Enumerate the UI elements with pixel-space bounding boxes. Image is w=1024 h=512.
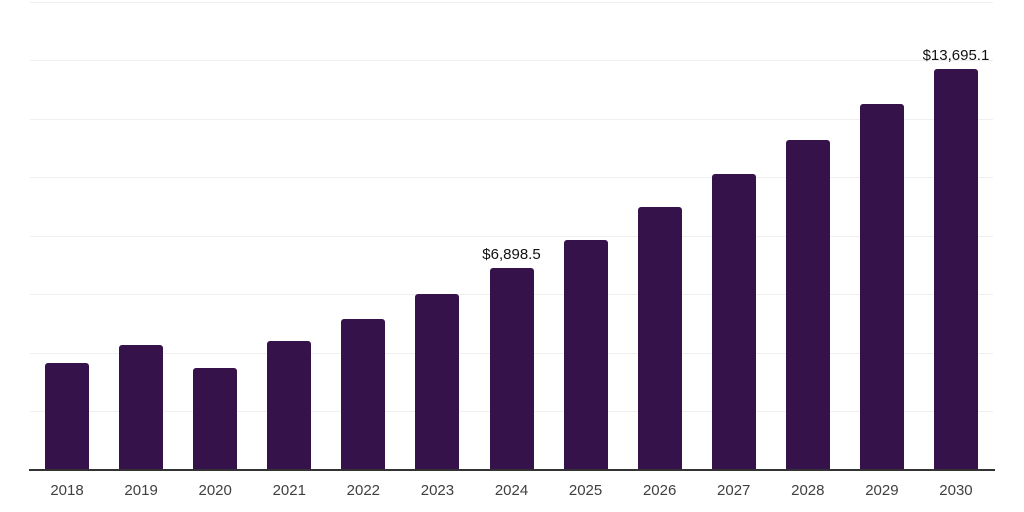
bar-2023 [415,294,460,470]
x-tick-label-2021: 2021 [272,482,306,499]
x-tick-label-2019: 2019 [124,482,158,499]
bar-2029 [859,104,904,470]
x-tick-label-2029: 2029 [865,482,899,499]
x-tick-label-2024: 2024 [494,482,529,499]
bar-2021 [267,340,312,470]
x-tick-label-2030: 2030 [939,482,973,499]
x-tick-label-2022: 2022 [346,482,381,499]
x-tick-label-2026: 2026 [642,482,677,499]
bar-2024 [489,267,534,470]
x-tick-label-2023: 2023 [420,482,455,499]
bar-2025 [563,239,608,470]
gridline-8000 [30,235,993,237]
x-axis-line [29,469,995,471]
gridline-10000 [30,177,993,179]
bar-2020 [193,367,238,470]
x-tick-label-2027: 2027 [717,482,751,499]
bar-2026 [637,207,682,470]
bar-2022 [341,318,386,470]
x-tick-label-2025: 2025 [568,482,603,499]
bar-2030 [933,69,978,470]
plot-area [30,2,993,470]
x-tick-label-2018: 2018 [50,482,84,499]
gridline-12000 [30,118,993,120]
bar-2028 [785,139,830,470]
bar-2027 [711,174,756,470]
bar-2018 [45,362,90,470]
x-tick-label-2028: 2028 [791,482,825,499]
value-label-2030: $13,695.1 [922,47,990,65]
x-tick-label-2020: 2020 [198,482,232,499]
value-label-2024: $6,898.5 [482,245,541,263]
gridline-14000 [30,60,993,62]
gridline-16000 [30,2,993,3]
bar-2019 [119,345,164,470]
